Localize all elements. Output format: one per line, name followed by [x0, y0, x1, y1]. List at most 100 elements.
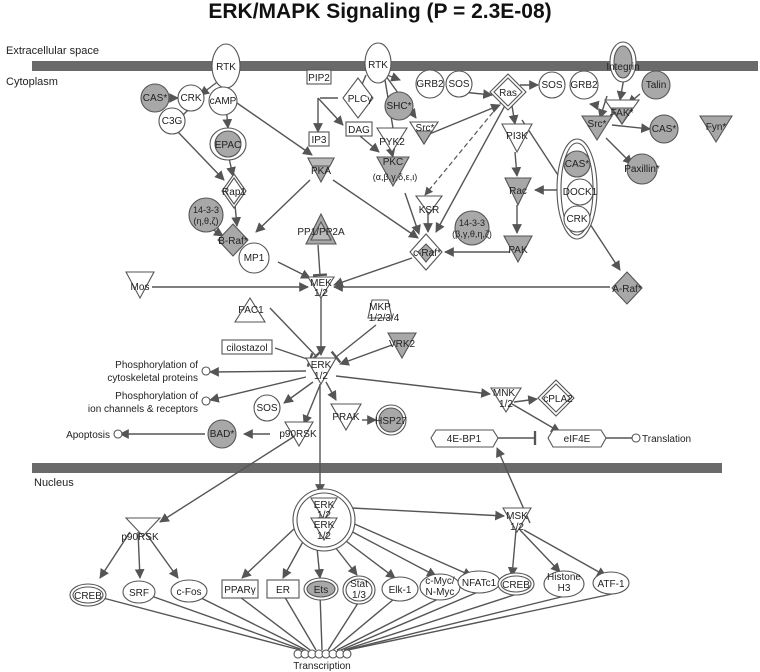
node-talin[interactable]: Talin — [641, 70, 671, 100]
node-b-raf-label: B-Raf* — [218, 236, 248, 247]
node-cpla2-label: cPLA2 — [543, 394, 573, 405]
node-src-1[interactable]: Src* — [408, 121, 440, 146]
node-src-2[interactable]: Src* — [581, 115, 613, 142]
node-erk-n1[interactable]: ERK 1/2 — [310, 497, 338, 522]
node-srf[interactable]: SRF — [122, 580, 156, 604]
node-cas-2[interactable]: CAS* — [649, 114, 679, 144]
process-ion-line1: Phosphorylation of — [115, 391, 198, 402]
node-ip3[interactable]: IP3 — [308, 131, 330, 147]
node-vrk2[interactable]: VRK2 — [387, 332, 417, 360]
node-atf-1[interactable]: ATF-1 — [592, 571, 630, 595]
node-creb-2[interactable]: CREB — [497, 572, 535, 596]
node-mnk[interactable]: MNK 1/2 — [490, 387, 522, 414]
node-c3g[interactable]: C3G — [158, 107, 186, 135]
node-cas-2-label: CAS* — [652, 124, 677, 135]
node-cas-3[interactable]: CAS* — [563, 150, 591, 178]
node-sos-3[interactable]: SOS — [253, 394, 281, 422]
node-pkc[interactable]: PKC (α,β,γ,δ,ε,ι) — [373, 156, 417, 188]
node-rtk-1[interactable]: RTK — [211, 43, 241, 89]
process-cytoskeletal[interactable]: Phosphorylation of cytoskeletal proteins — [107, 360, 211, 384]
node-nfatc1[interactable]: NFATc1 — [457, 570, 501, 594]
node-sos-1[interactable]: SOS — [445, 70, 473, 98]
node-shc[interactable]: SHC* — [384, 91, 414, 121]
node-14-3-3-c[interactable]: 14-3-3 (β,γ,θ,η,ζ) — [452, 210, 492, 246]
node-14-3-3-c-label: 14-3-3 — [459, 218, 485, 228]
process-ion-channels[interactable]: Phosphorylation of ion channels & recept… — [88, 391, 211, 415]
node-rac[interactable]: Rac — [504, 177, 532, 207]
node-mp1[interactable]: MP1 — [238, 242, 270, 274]
node-paxillin-label: Paxillin* — [624, 164, 660, 175]
node-erk-n1-label: ERK — [314, 500, 335, 511]
node-pka[interactable]: PKA — [307, 157, 335, 184]
process-transcription[interactable]: Transcription — [293, 649, 352, 672]
node-rtk-2[interactable]: RTK — [364, 42, 392, 84]
node-bad[interactable]: BAD* — [207, 419, 237, 449]
node-plcg[interactable]: PLCγ — [342, 77, 374, 119]
node-c-raf[interactable]: c-Raf* — [409, 233, 443, 271]
process-apoptosis-label: Apoptosis — [66, 430, 110, 441]
node-c-fos[interactable]: c-Fos — [170, 579, 208, 603]
node-p90rsk-1[interactable]: p90RSK — [279, 421, 317, 448]
process-translation[interactable]: Translation — [631, 433, 691, 445]
node-cpla2[interactable]: cPLA2 — [537, 379, 575, 417]
node-ppar-gamma[interactable]: PPARγ — [221, 579, 259, 599]
node-creb-1[interactable]: CREB — [69, 583, 107, 607]
node-cilostazol-label: cilostazol — [226, 343, 267, 354]
node-cilostazol[interactable]: cilostazol — [221, 339, 273, 355]
node-fyn[interactable]: Fyn* — [699, 115, 733, 144]
node-grb2-b[interactable]: GRB2 — [569, 70, 599, 100]
node-hsp27[interactable]: HSP27 — [375, 404, 407, 436]
node-pka-label: PKA — [311, 166, 331, 177]
node-b-raf[interactable]: B-Raf* — [217, 223, 249, 257]
node-pip2[interactable]: PIP2 — [306, 69, 332, 85]
node-er[interactable]: ER — [266, 579, 300, 599]
node-4e-bp1[interactable]: 4E-BP1 — [430, 429, 499, 448]
node-ets[interactable]: Ets — [303, 577, 339, 601]
node-pyk2[interactable]: PYK2 — [376, 127, 408, 154]
node-eif4e[interactable]: eIF4E — [547, 429, 607, 448]
node-pi3k[interactable]: PI3K — [501, 123, 533, 154]
node-ras[interactable]: Ras — [489, 73, 527, 111]
node-histone-h3[interactable]: Histone H3 — [543, 570, 585, 598]
node-integrin[interactable]: Integrin — [606, 41, 640, 83]
node-c-myc[interactable]: c-Myc/ N-Myc — [419, 573, 461, 601]
node-pp1-pp2a[interactable]: PP1/PP2A — [297, 212, 345, 245]
node-erk[interactable]: ERK 1/2 — [305, 357, 337, 386]
node-prak[interactable]: PRAK — [330, 403, 362, 432]
node-p90rsk-2[interactable]: p90RSK — [121, 517, 162, 543]
node-p90rsk-2-label: p90RSK — [121, 532, 159, 543]
node-erk-label: ERK — [311, 360, 332, 371]
node-paxillin[interactable]: Paxillin* — [624, 153, 660, 185]
node-pac1[interactable]: PAC1 — [234, 296, 266, 323]
node-mek[interactable]: MEK 1/2 — [307, 276, 335, 300]
node-msk[interactable]: MSK 1/2 — [502, 507, 532, 534]
node-14-3-3-b[interactable]: 14-3-3 (η,θ,ζ) — [188, 197, 224, 233]
node-epac[interactable]: EPAC — [209, 127, 247, 161]
node-sos-2[interactable]: SOS — [538, 71, 566, 99]
node-crk-1[interactable]: CRK — [177, 84, 205, 112]
node-rtk-2-label: RTK — [368, 60, 388, 71]
extracellular-label: Extracellular space — [6, 45, 99, 57]
node-dock1[interactable]: DOCK1 — [563, 178, 598, 206]
node-a-raf[interactable]: A-Raf* — [611, 271, 643, 305]
node-crk-2[interactable]: CRK — [563, 205, 591, 233]
node-mkp[interactable]: MKP 1/2/3/4 — [367, 299, 400, 324]
node-elk-1[interactable]: Elk-1 — [381, 576, 419, 602]
node-fak[interactable]: FAK* — [603, 99, 641, 126]
node-grb2-a[interactable]: GRB2 — [415, 69, 445, 99]
node-pak[interactable]: PAK — [503, 235, 533, 264]
node-ksr[interactable]: KSR — [414, 195, 444, 216]
node-dag[interactable]: DAG — [345, 121, 373, 137]
node-camp[interactable]: cAMP — [208, 86, 238, 116]
node-erk-n2[interactable]: ERK 1/2 — [310, 517, 338, 542]
node-rap1[interactable]: Rap1 — [221, 173, 247, 209]
process-apoptosis[interactable]: Apoptosis — [66, 429, 123, 441]
node-sos-3-label: SOS — [256, 403, 277, 414]
node-msk-iso: 1/2 — [510, 522, 524, 533]
node-mos[interactable]: Mos — [125, 271, 155, 300]
node-stat[interactable]: Stat 1/3 — [342, 575, 376, 605]
node-cas-1[interactable]: CAS* — [140, 83, 170, 113]
node-mkp-label: MKP — [369, 302, 391, 313]
node-14-3-3-c-sub: (β,γ,θ,η,ζ) — [452, 229, 492, 239]
